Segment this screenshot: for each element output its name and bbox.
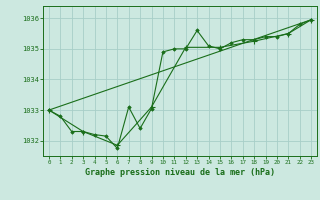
X-axis label: Graphe pression niveau de la mer (hPa): Graphe pression niveau de la mer (hPa) xyxy=(85,168,275,177)
